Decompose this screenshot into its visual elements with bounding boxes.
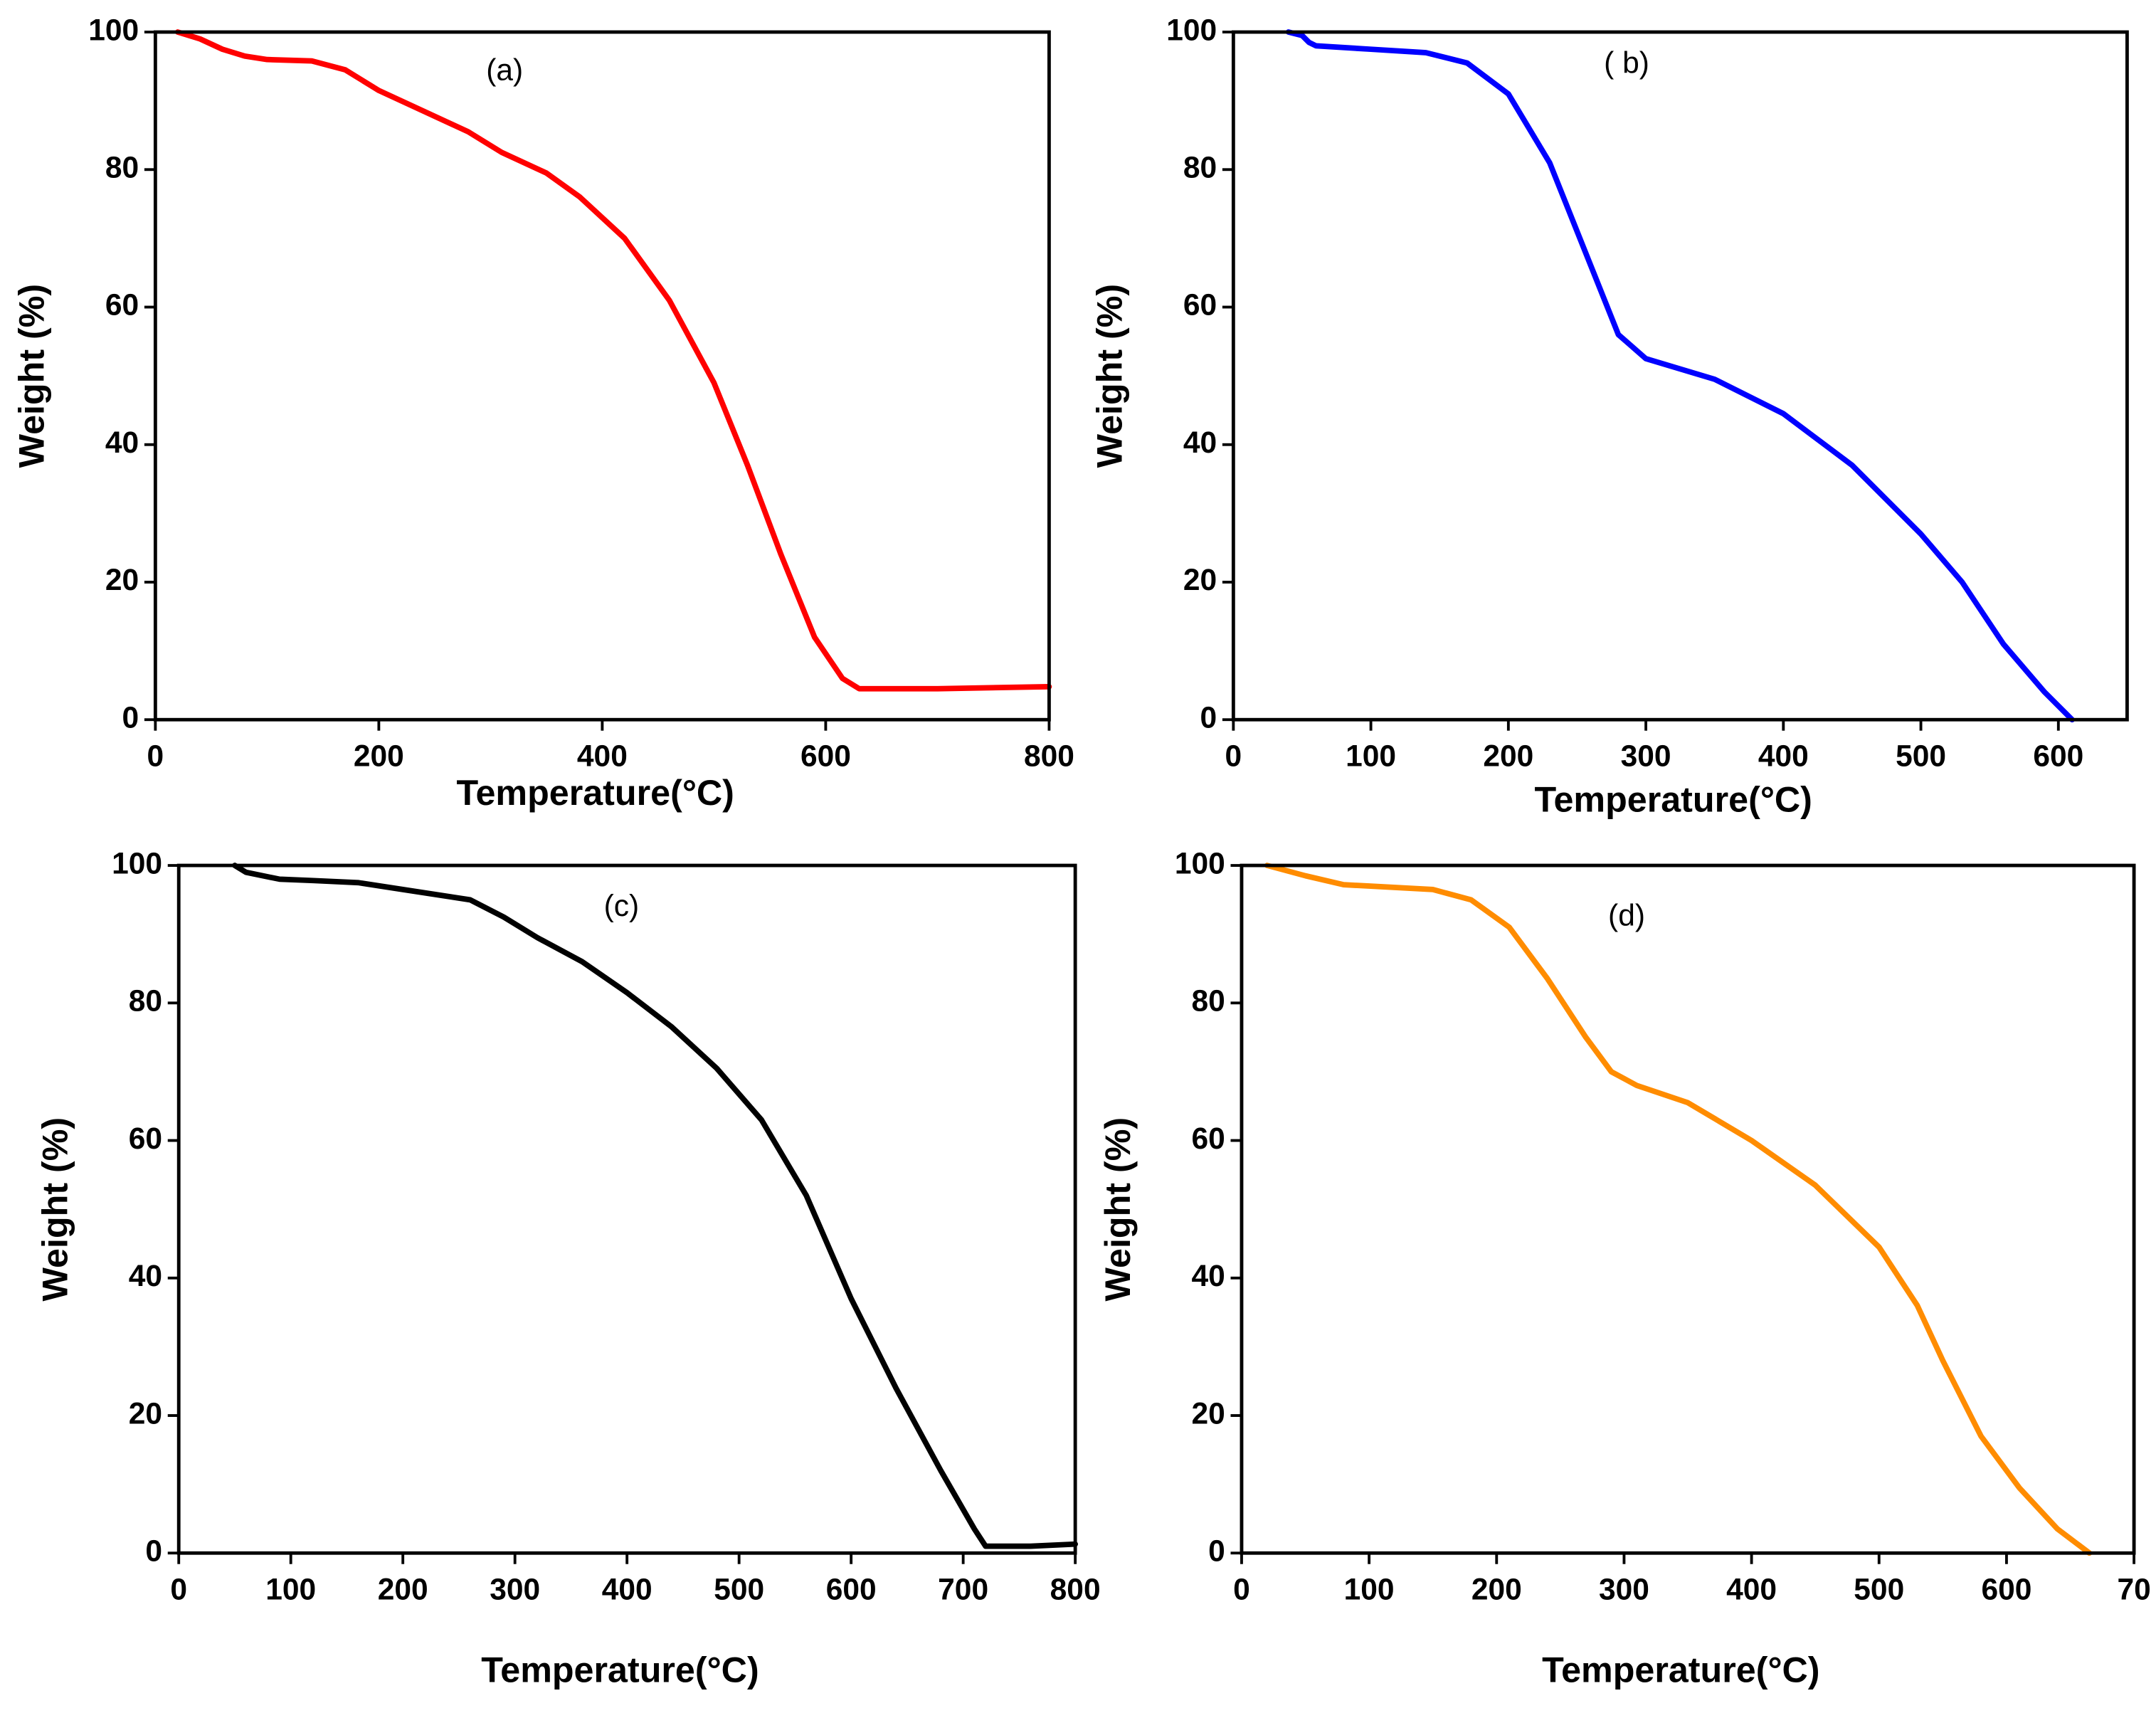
y-tick-label: 20 xyxy=(1183,564,1217,597)
x-tick-label: 200 xyxy=(354,740,404,774)
y-tick-label: 60 xyxy=(1191,1122,1225,1156)
x-axis-label: Temperature(°C) xyxy=(1542,1650,1819,1690)
x-tick-label: 100 xyxy=(265,1574,316,1607)
x-tick-label: 100 xyxy=(1346,740,1396,774)
y-tick-label: 40 xyxy=(1191,1260,1225,1293)
y-tick-label: 40 xyxy=(1183,426,1217,460)
panel-title: (a) xyxy=(486,53,523,87)
x-tick-label: 300 xyxy=(1599,1574,1649,1607)
x-tick-label: 700 xyxy=(938,1574,988,1607)
data-line xyxy=(1264,863,2093,1556)
y-tick-label: 60 xyxy=(105,289,139,322)
y-tick-label: 0 xyxy=(122,701,139,734)
y-tick-label: 100 xyxy=(1166,14,1217,47)
x-tick-label: 300 xyxy=(1621,740,1671,774)
y-tick-label: 0 xyxy=(1208,1534,1225,1568)
data-line xyxy=(1285,29,2075,723)
x-tick-label: 200 xyxy=(1483,740,1533,774)
x-tick-label: 400 xyxy=(602,1574,652,1607)
x-tick-label: 100 xyxy=(1344,1574,1395,1607)
y-axis-label: Weight (%) xyxy=(1090,284,1130,468)
y-tick-label: 40 xyxy=(129,1260,162,1293)
x-tick-label: 500 xyxy=(714,1574,764,1607)
x-tick-label: 400 xyxy=(1758,740,1809,774)
x-tick-label: 0 xyxy=(1225,740,1242,774)
y-tick-label: 80 xyxy=(1191,985,1225,1018)
y-tick-label: 0 xyxy=(1200,701,1217,734)
plot-frame xyxy=(1240,863,2136,1555)
y-axis-label: Weight (%) xyxy=(12,284,52,468)
x-tick-label: 0 xyxy=(1233,1574,1250,1607)
x-tick-label: 200 xyxy=(378,1574,428,1607)
y-axis-label: Weight (%) xyxy=(35,1117,75,1302)
y-tick-label: 0 xyxy=(145,1534,162,1568)
x-axis-label: Temperature(°C) xyxy=(1535,779,1812,819)
x-tick-label: 800 xyxy=(1024,740,1074,774)
plot-frame xyxy=(176,863,1077,1555)
y-tick-label: 20 xyxy=(105,564,139,597)
y-tick-label: 20 xyxy=(129,1397,162,1430)
y-tick-label: 40 xyxy=(105,426,139,460)
x-tick-label: 400 xyxy=(577,740,628,774)
panel-title: (d) xyxy=(1608,900,1645,933)
x-tick-label: 800 xyxy=(1050,1574,1101,1607)
panel-title: (c) xyxy=(604,890,640,923)
data-line xyxy=(232,863,1078,1549)
y-tick-label: 80 xyxy=(1183,152,1217,185)
x-tick-label: 300 xyxy=(490,1574,540,1607)
y-tick-label: 60 xyxy=(1183,289,1217,322)
plot-frame xyxy=(153,30,1051,722)
y-tick-label: 60 xyxy=(129,1122,162,1156)
x-tick-label: 0 xyxy=(147,740,164,774)
y-tick-label: 100 xyxy=(1175,847,1225,880)
x-tick-label: 400 xyxy=(1726,1574,1777,1607)
x-axis-label: Temperature(°C) xyxy=(457,773,734,813)
x-tick-label: 600 xyxy=(826,1574,877,1607)
x-tick-label: 500 xyxy=(1854,1574,1904,1607)
y-axis-label: Weight (%) xyxy=(1098,1117,1138,1302)
panel-title: ( b) xyxy=(1604,47,1649,80)
x-tick-label: 500 xyxy=(1896,740,1946,774)
x-tick-label: 600 xyxy=(2033,740,2083,774)
x-tick-label: 600 xyxy=(1981,1574,2031,1607)
y-tick-label: 100 xyxy=(88,14,139,47)
x-tick-label: 200 xyxy=(1471,1574,1522,1607)
y-tick-label: 80 xyxy=(105,152,139,185)
y-tick-label: 80 xyxy=(129,985,162,1018)
data-line xyxy=(174,29,1052,692)
y-tick-label: 100 xyxy=(112,847,162,880)
y-tick-label: 20 xyxy=(1191,1397,1225,1430)
plot-frame xyxy=(1231,30,2129,722)
x-tick-label: 600 xyxy=(800,740,851,774)
x-tick-label: 70 xyxy=(2117,1574,2150,1607)
x-tick-label: 0 xyxy=(170,1574,187,1607)
x-axis-label: Temperature(°C) xyxy=(481,1650,759,1690)
